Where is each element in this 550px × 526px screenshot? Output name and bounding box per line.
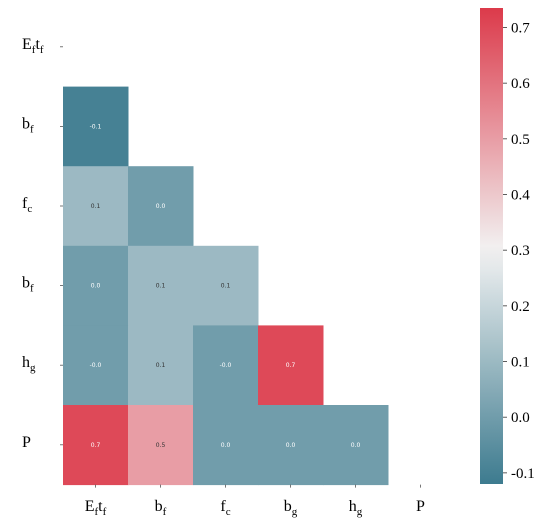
heatmap-cell-label: 0.0 xyxy=(156,203,166,210)
heatmap-cell xyxy=(63,166,129,247)
row-label: Ef​tf​ xyxy=(22,36,44,56)
colorbar-tick-label: 0.4 xyxy=(511,188,530,204)
row-label: fc​ xyxy=(22,195,32,215)
heatmap-cell-label: 0.1 xyxy=(156,362,166,369)
heatmap-cell xyxy=(63,86,129,167)
heatmap-cell xyxy=(63,405,129,486)
colorbar-ticks: -0.1 0.0 0.1 0.2 0.3 0.4 0.5 0.6 0.7 xyxy=(503,20,535,482)
heatmap-cell xyxy=(128,325,194,406)
colorbar-tick-label: 0.2 xyxy=(511,299,530,315)
heatmap-cell xyxy=(258,405,324,486)
heatmap-cell-label: -0.0 xyxy=(220,362,232,369)
colorbar-tick-label: 0.5 xyxy=(511,132,530,148)
heatmap-cell xyxy=(128,166,194,247)
heatmap-cell xyxy=(128,405,194,486)
heatmap-cell-label: 0.0 xyxy=(91,283,101,290)
colorbar-tick-label: 0.3 xyxy=(511,243,530,259)
heatmap-cell xyxy=(323,405,389,486)
heatmap-cell xyxy=(128,245,194,326)
heatmap-cell-label: 0.0 xyxy=(221,442,231,449)
column-label: fc​ xyxy=(220,498,230,518)
column-label: P xyxy=(416,498,425,515)
heatmap-cell xyxy=(193,245,259,326)
colorbar-gradient xyxy=(480,8,503,484)
heatmap-cell-label: 0.1 xyxy=(221,283,231,290)
column-label: hg​ xyxy=(349,498,363,518)
heatmap-cell xyxy=(193,325,259,406)
heatmap-cell xyxy=(63,325,129,406)
row-label: hg​ xyxy=(22,354,36,374)
colorbar-tick-label: 0.0 xyxy=(511,410,530,426)
heatmap-cell-label: -0.0 xyxy=(90,362,102,369)
heatmap-cell-label: 0.0 xyxy=(286,442,296,449)
heatmap-cell-label: 0.7 xyxy=(286,362,296,369)
heatmap-cell-label: 0.5 xyxy=(156,442,166,449)
column-label: bg​ xyxy=(284,498,298,518)
heatmap-cell-label: 0.1 xyxy=(156,283,166,290)
colorbar-tick-label: 0.7 xyxy=(511,20,530,36)
column-label: Ef​tf​ xyxy=(85,498,107,518)
colorbar-tick-label: -0.1 xyxy=(511,466,535,482)
heatmap-cell xyxy=(258,325,324,406)
heatmap-cell xyxy=(63,245,129,326)
row-label: bf​ xyxy=(22,115,34,135)
colorbar: -0.1 0.0 0.1 0.2 0.3 0.4 0.5 0.6 0.7 xyxy=(480,8,535,484)
heatmap-cell-label: -0.1 xyxy=(90,123,102,130)
heatmap-cells xyxy=(63,86,389,486)
column-label: bf​ xyxy=(155,498,167,518)
colorbar-tick-label: 0.6 xyxy=(511,76,530,92)
heatmap-cell-label: 0.1 xyxy=(91,203,101,210)
heatmap-cell-label: 0.0 xyxy=(351,442,361,449)
heatmap-cell xyxy=(193,405,259,486)
row-labels: Ef​tf​ bf​ fc​ bf​ hg​ P xyxy=(22,36,63,451)
row-label: bf​ xyxy=(22,275,34,295)
column-labels: Ef​tf​ bf​ fc​ bg​ hg​ P xyxy=(85,484,425,518)
heatmap-cell-labels: -0.1 0.1 0.0 0.0 0.1 0.1 -0.0 0.1 -0.0 0.7 0.7 0.5 0… xyxy=(90,123,361,448)
row-label: P xyxy=(22,434,31,451)
colorbar-tick-label: 0.1 xyxy=(511,355,530,371)
heatmap-cell-label: 0.7 xyxy=(91,442,101,449)
